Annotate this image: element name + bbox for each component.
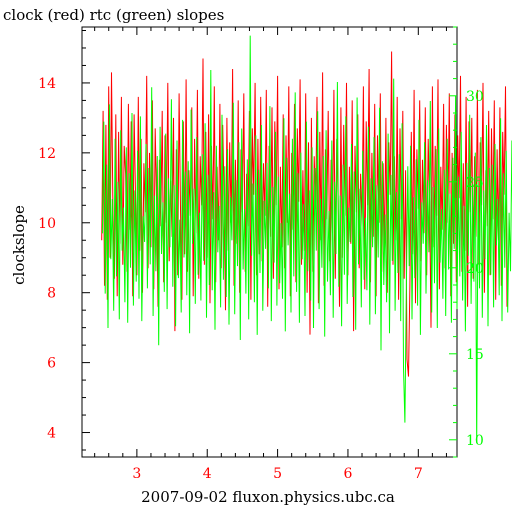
x-axis-label: 2007-09-02 fluxon.physics.ubc.ca: [141, 488, 395, 506]
y-left-tick-label: 12: [38, 146, 56, 162]
y-left-tick-label: 14: [38, 76, 56, 92]
y-right-tick-label: 15: [466, 347, 484, 363]
y-left-tick-label: 10: [38, 216, 56, 232]
series-layer: [101, 35, 512, 444]
y-left-tick-label: 4: [47, 426, 56, 442]
y-right-tick-label: 25: [466, 175, 484, 191]
x-tick-label: 6: [343, 466, 352, 482]
y-right-tick-label: 10: [466, 433, 484, 449]
y-right-tick-label: 30: [466, 89, 484, 105]
x-tick-label: 5: [273, 466, 282, 482]
y-left-tick-label: 6: [47, 356, 56, 372]
y-axis-label: clockslope: [10, 205, 28, 285]
chart-title: clock (red) rtc (green) slopes: [3, 6, 224, 24]
x-tick-label: 7: [414, 466, 423, 482]
series-line-rtc: [101, 35, 512, 444]
axes-layer: 3 4 5 6 7 4 6 8 10 12 14 10 15 20 25 30: [38, 26, 484, 482]
y-right-tick-label: 20: [466, 261, 484, 277]
y-left-tick-label: 8: [47, 286, 56, 302]
x-tick-label: 3: [132, 466, 141, 482]
x-tick-label: 4: [203, 466, 212, 482]
